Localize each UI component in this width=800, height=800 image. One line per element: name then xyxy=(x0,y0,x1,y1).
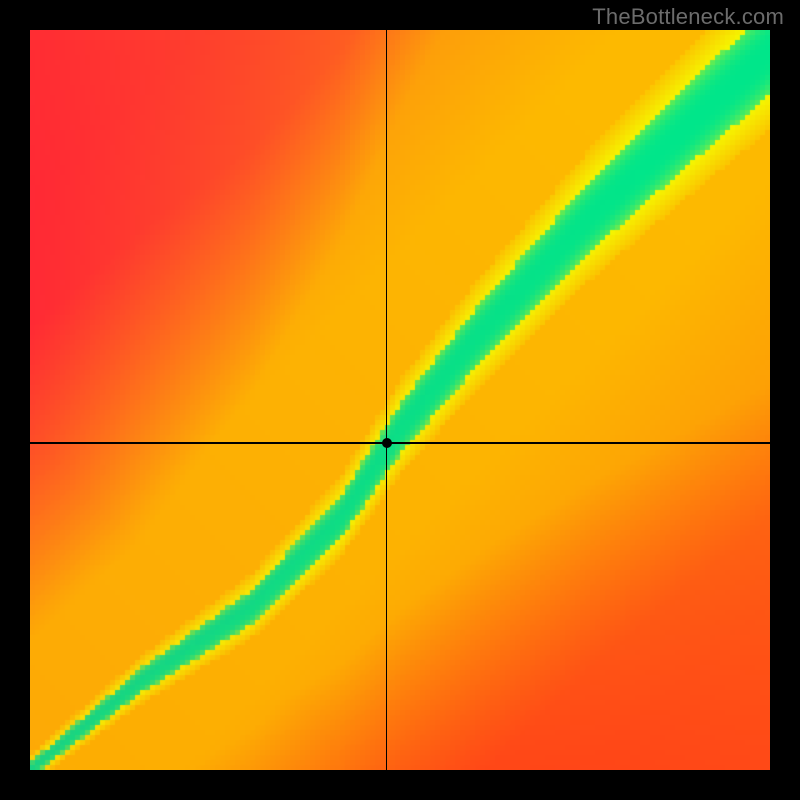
attribution-label: TheBottleneck.com xyxy=(592,4,784,30)
chart-container: TheBottleneck.com xyxy=(0,0,800,800)
crosshair-horizontal xyxy=(30,442,770,444)
crosshair-dot xyxy=(382,438,392,448)
heatmap-plot xyxy=(30,30,770,770)
heatmap-canvas xyxy=(30,30,770,770)
crosshair-vertical xyxy=(386,30,388,770)
